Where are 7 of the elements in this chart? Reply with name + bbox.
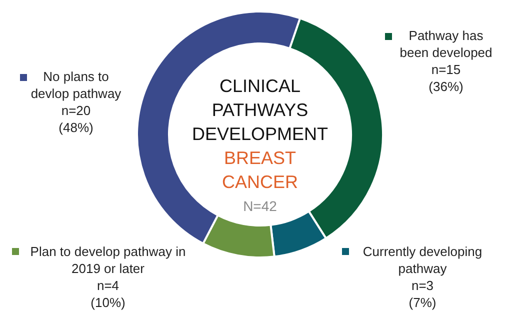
text: CLINICAL PATHWAYS DEVELOPMENT xyxy=(190,75,330,146)
data-label: n=20 (48%) xyxy=(58,102,94,136)
data-label: n=3 (7%) xyxy=(408,277,438,311)
data-label: n=15 (36%) xyxy=(428,61,464,95)
text: N=42 xyxy=(242,197,278,216)
text: BREAST CANCER xyxy=(220,147,299,194)
data-label: n=4 (10%) xyxy=(90,277,126,311)
